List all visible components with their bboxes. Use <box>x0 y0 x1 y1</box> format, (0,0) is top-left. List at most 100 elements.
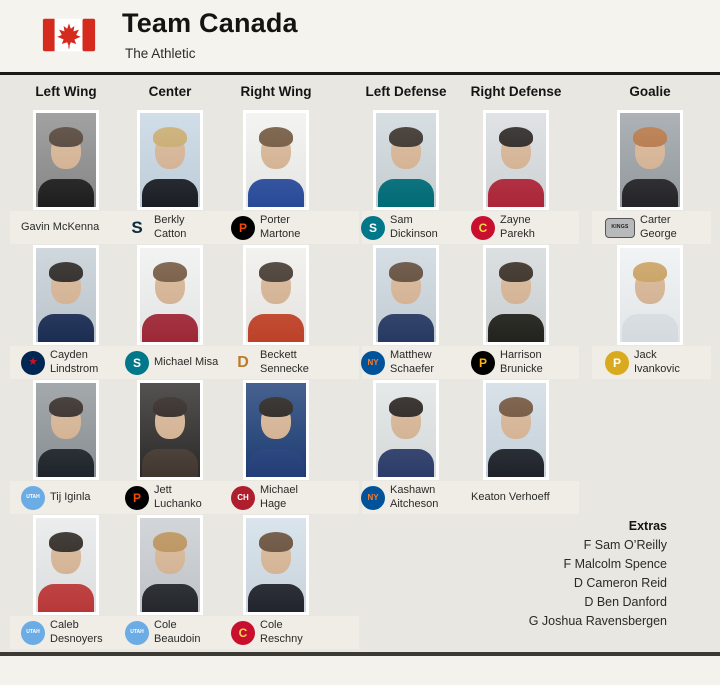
footer-bar <box>0 656 720 685</box>
player-name: Carter George <box>640 213 677 240</box>
player-photo <box>33 515 99 615</box>
player-card: UTAH Caleb Desnoyers <box>14 513 118 650</box>
page-title: Team Canada <box>122 8 298 38</box>
label-strip <box>10 481 359 514</box>
label-strip <box>362 481 579 514</box>
player-card: C Cole Reschny <box>224 513 328 650</box>
player-label: P Jack Ivankovic <box>600 346 700 379</box>
player-card: S Berkly Catton <box>118 108 222 245</box>
new-york-islanders-logo: NY <box>361 350 385 375</box>
column-header: Goalie <box>629 84 671 99</box>
photo-silhouette <box>261 133 291 169</box>
player-name: Porter Martone <box>260 213 301 240</box>
player-name: Cayden Lindstrom <box>50 348 99 375</box>
player-card: NY Matthew Schaefer <box>354 243 458 380</box>
player-name: Caleb Desnoyers <box>50 618 103 645</box>
player-name: Kashawn Aitcheson <box>390 483 439 510</box>
player-photo <box>483 110 549 210</box>
player-card: CH Michael Hage <box>224 378 328 515</box>
player-label: P Porter Martone <box>226 211 326 244</box>
player-name: Cole Reschny <box>260 618 303 645</box>
player-label: C Zayne Parekh <box>466 211 566 244</box>
player-photo <box>373 110 439 210</box>
player-label: S Sam Dickinson <box>356 211 456 244</box>
new-york-islanders-logo: NY <box>361 485 385 510</box>
player-name: Sam Dickinson <box>390 213 438 240</box>
column-header: Center <box>148 84 192 99</box>
player-name: Matthew Schaefer <box>390 348 435 375</box>
photo-silhouette <box>501 133 531 169</box>
column-header: Right Defense <box>470 84 562 99</box>
photo-silhouette <box>501 403 531 439</box>
photo-silhouette <box>261 538 291 574</box>
photo-silhouette <box>391 403 421 439</box>
player-photo <box>33 380 99 480</box>
player-photo <box>137 110 203 210</box>
page-subtitle: The Athletic <box>125 46 196 61</box>
extras-title: Extras <box>628 519 667 533</box>
player-card: Keaton Verhoeff <box>464 378 568 515</box>
player-photo <box>137 245 203 345</box>
player-name: Jack Ivankovic <box>634 348 680 375</box>
philadelphia-flyers-logo: P <box>125 485 149 510</box>
player-photo <box>243 110 309 210</box>
player-card: P Porter Martone <box>224 108 328 245</box>
extras-block: Extras F Sam O’Reilly F Malcolm Spence D C… <box>529 517 667 631</box>
player-photo <box>617 245 683 345</box>
photo-silhouette <box>51 133 81 169</box>
photo-silhouette <box>155 403 185 439</box>
label-strip <box>362 211 579 244</box>
seattle-kraken-logo: S <box>131 218 143 237</box>
player-label: KINGS Carter George <box>600 211 700 244</box>
player-photo <box>33 245 99 345</box>
extras-item: G Joshua Ravensbergen <box>528 614 667 628</box>
player-photo <box>33 110 99 210</box>
player-name: Keaton Verhoeff <box>471 490 550 503</box>
player-label: UTAH Tij Iginla <box>16 481 116 514</box>
player-photo <box>483 380 549 480</box>
player-photo <box>243 245 309 345</box>
player-label: P Jett Luchanko <box>120 481 220 514</box>
player-photo <box>373 245 439 345</box>
player-label: Gavin McKenna <box>16 211 116 244</box>
player-label: P Harrison Brunicke <box>466 346 566 379</box>
player-card: C Zayne Parekh <box>464 108 568 245</box>
calgary-flames-logo: C <box>231 620 255 645</box>
photo-silhouette <box>155 133 185 169</box>
pittsburgh-penguins-logo: P <box>471 350 495 375</box>
photo-silhouette <box>635 268 665 304</box>
player-card: NY Kashawn Aitcheson <box>354 378 458 515</box>
montreal-canadiens-logo: CH <box>231 485 255 510</box>
player-photo <box>373 380 439 480</box>
extras-item: D Cameron Reid <box>573 576 667 590</box>
utah-hockey-club-logo: UTAH <box>21 620 45 645</box>
player-label: ★ Cayden Lindstrom <box>16 346 116 379</box>
player-label: CH Michael Hage <box>226 481 326 514</box>
player-label: S Michael Misa <box>120 346 220 379</box>
player-card: UTAH Tij Iginla <box>14 378 118 515</box>
photo-silhouette <box>501 268 531 304</box>
player-label: S Berkly Catton <box>120 211 220 244</box>
label-strip <box>10 211 359 244</box>
player-name: Jett Luchanko <box>154 483 202 510</box>
column-header: Left Wing <box>35 84 97 99</box>
photo-silhouette <box>391 268 421 304</box>
anaheim-ducks-logo: D <box>237 353 249 371</box>
player-card: D Beckett Sennecke <box>224 243 328 380</box>
calgary-flames-logo: C <box>471 215 495 240</box>
player-card: KINGS Carter George <box>598 108 702 245</box>
player-photo <box>137 380 203 480</box>
header: Team Canada The Athletic <box>0 0 720 72</box>
player-label: UTAH Caleb Desnoyers <box>16 616 116 649</box>
photo-silhouette <box>261 268 291 304</box>
label-strip <box>10 346 359 379</box>
player-photo <box>243 380 309 480</box>
photo-silhouette <box>261 403 291 439</box>
player-name: Beckett Sennecke <box>260 348 309 375</box>
player-label: C Cole Reschny <box>226 616 326 649</box>
la-kings-logo: KINGS <box>605 217 635 238</box>
extras-item: F Malcolm Spence <box>563 557 667 571</box>
player-label: UTAH Cole Beaudoin <box>120 616 220 649</box>
extras-list: F Sam O’Reilly F Malcolm Spence D Cameron … <box>529 536 667 631</box>
